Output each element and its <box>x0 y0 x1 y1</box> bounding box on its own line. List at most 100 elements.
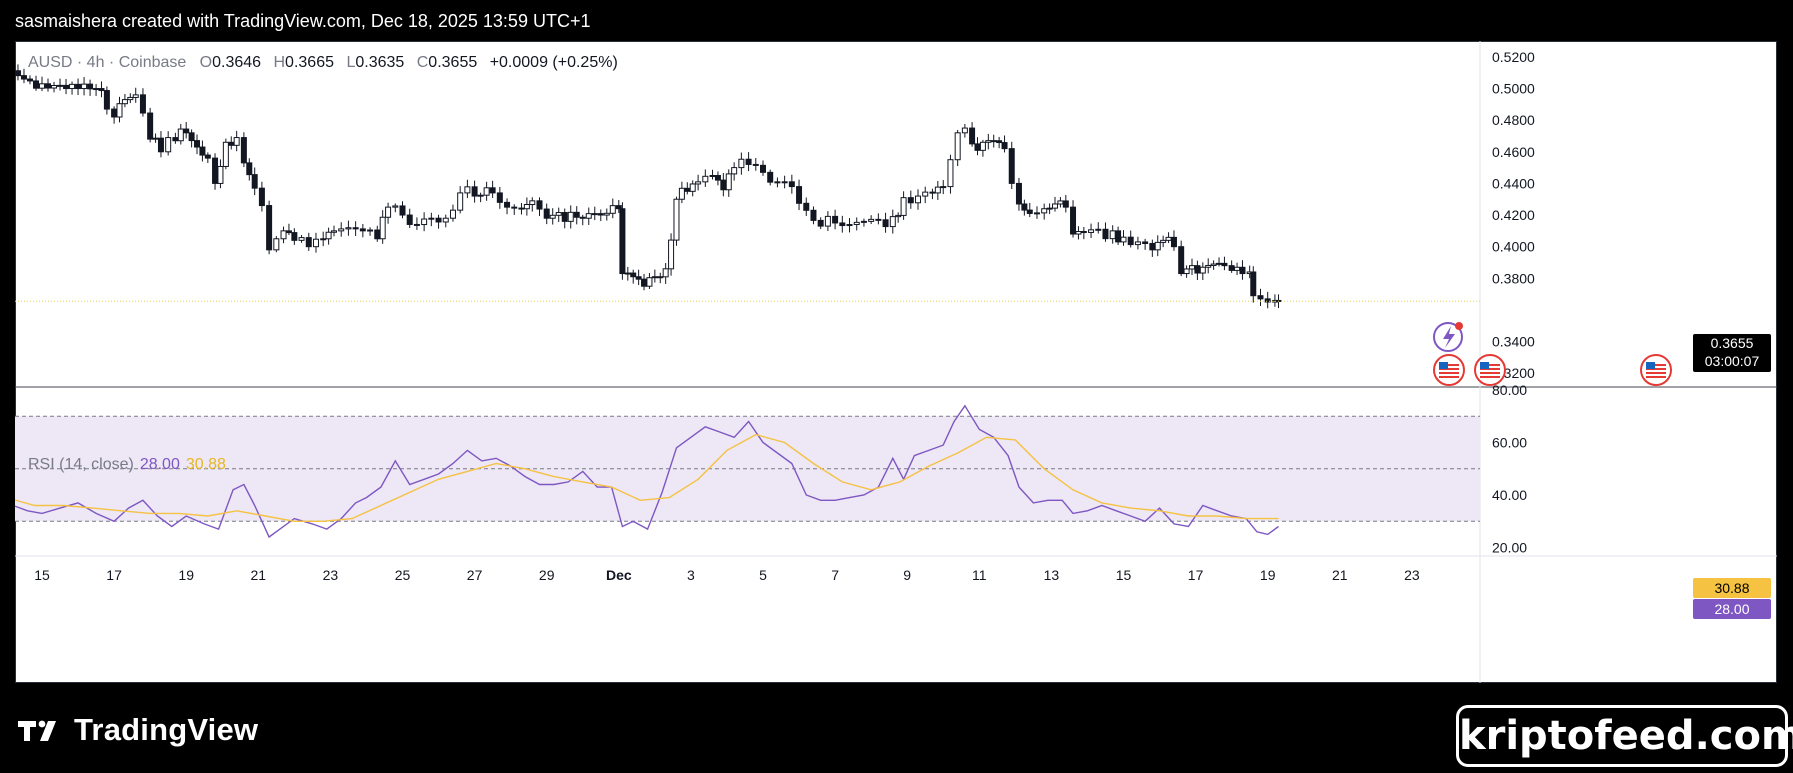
rsi-label[interactable]: RSI (14, close) <box>28 456 134 473</box>
candle-body <box>947 159 954 188</box>
candle-body <box>483 187 490 196</box>
candle-body <box>359 228 366 232</box>
candle-body <box>442 217 449 223</box>
candle-body <box>1264 298 1271 303</box>
candle-body <box>325 231 332 240</box>
candle-body <box>379 216 386 240</box>
candle-body <box>240 137 247 164</box>
time-axis-tick: 5 <box>759 567 767 583</box>
us-flag-stripe <box>1439 376 1459 378</box>
time-axis-tick: 19 <box>1260 567 1276 583</box>
candle-body <box>1033 212 1040 215</box>
rsi-ma-tag: 30.88 <box>1693 578 1771 598</box>
us-flag-canton <box>1646 362 1655 369</box>
candle-body <box>1183 268 1190 275</box>
us-flag-stripe <box>1480 376 1500 378</box>
candle-body <box>882 219 889 228</box>
candle-body <box>1234 266 1241 271</box>
time-axis-tick: 13 <box>1044 567 1060 583</box>
low-value: 0.3635 <box>355 54 405 71</box>
candle-body <box>646 277 653 287</box>
price-axis-tick: 0.5000 <box>1492 81 1535 97</box>
candle-body <box>204 154 211 159</box>
candle-body <box>428 217 435 220</box>
time-axis-tick: 15 <box>34 567 50 583</box>
candle-body <box>752 163 759 166</box>
chart-canvas[interactable]: 0.5200 0.5000 0.4800 0.4600 0.4400 0.4200 0.40… <box>15 41 1777 683</box>
candle-body <box>132 94 139 98</box>
candle-body <box>788 181 795 188</box>
candle-body <box>246 162 253 176</box>
candle-body <box>212 157 219 184</box>
candle-body <box>45 83 52 89</box>
close-value: 0.3655 <box>428 54 478 71</box>
candle-body <box>331 230 338 233</box>
candle-body <box>511 206 518 209</box>
candle-body <box>20 75 27 80</box>
rsi-axis-tick: 40.00 <box>1492 487 1527 503</box>
candle-body <box>731 167 738 175</box>
time-axis-tick: 17 <box>106 567 122 583</box>
candle-body <box>1257 295 1264 300</box>
candle-body <box>609 205 616 214</box>
candle-body <box>157 137 164 153</box>
candle-body <box>15 70 21 77</box>
candle-body <box>954 132 961 161</box>
candle-body <box>1102 228 1109 240</box>
candle-body <box>709 175 716 178</box>
candle-body <box>320 238 327 241</box>
rsi-axis-tick: 20.00 <box>1492 540 1527 556</box>
candle-body <box>1205 264 1212 268</box>
open-value: 0.3646 <box>212 54 262 71</box>
lightning-bolt <box>1443 326 1455 348</box>
candle-body <box>233 137 240 146</box>
candle-body <box>1149 243 1156 251</box>
symbol-label[interactable]: AUSD · 4h · Coinbase <box>28 54 187 71</box>
candle-body <box>974 143 981 151</box>
candle-body <box>781 181 788 184</box>
rsi-axis-tick: 60.00 <box>1492 435 1527 451</box>
candle-body <box>868 218 875 222</box>
candle-body <box>1160 239 1167 243</box>
candle-body <box>413 223 420 226</box>
time-axis-tick: 15 <box>1116 567 1132 583</box>
candle-body <box>1134 241 1141 246</box>
candle-body <box>673 198 680 241</box>
candle-body <box>738 158 745 169</box>
candle-body <box>523 203 530 210</box>
candle-body <box>860 220 867 223</box>
candle-body <box>979 141 986 151</box>
candle-body <box>889 216 896 228</box>
candle-body <box>810 209 817 221</box>
candle-body <box>1216 262 1223 265</box>
us-flag-icon <box>1433 354 1465 386</box>
us-flag-canton <box>1480 362 1489 369</box>
candle-body <box>273 238 280 251</box>
rsi-value: 28.00 <box>139 456 180 473</box>
price-axis-tick: 0.4600 <box>1492 144 1535 160</box>
candle-body <box>1046 207 1053 210</box>
candle-body <box>1199 266 1206 274</box>
candle-body <box>900 197 907 216</box>
candle-body <box>1188 265 1195 270</box>
candle-body <box>922 191 929 197</box>
bar-countdown: 03:00:07 <box>1704 353 1760 369</box>
candle-body <box>116 103 123 118</box>
candle-body <box>1041 208 1048 214</box>
candle-body <box>651 276 658 279</box>
candle-body <box>846 224 853 227</box>
candle-body <box>624 272 631 275</box>
candle-body <box>702 175 709 183</box>
candle-body <box>536 200 543 210</box>
candle-body <box>969 127 976 145</box>
time-axis-tick: 17 <box>1188 567 1204 583</box>
tradingview-logo-text: TradingView <box>74 712 259 747</box>
candle-body <box>111 108 118 118</box>
candle-body <box>1088 229 1095 233</box>
candle-body <box>597 213 604 216</box>
lightning-ring <box>1433 322 1463 352</box>
time-axis-tick: 23 <box>1404 567 1420 583</box>
candle-body <box>1070 206 1077 235</box>
price-axis-tick: 0.5200 <box>1492 49 1535 65</box>
candle-body <box>69 83 76 90</box>
